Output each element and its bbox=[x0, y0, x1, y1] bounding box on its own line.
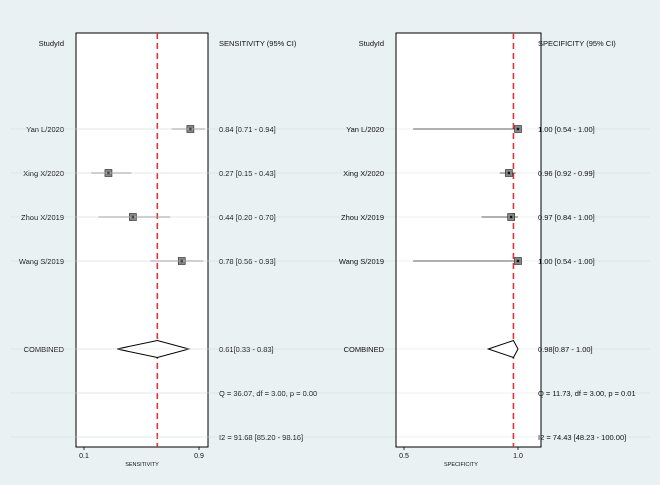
x-axis-tick-label: 0.9 bbox=[194, 453, 204, 460]
study-label: Wang S/2019 bbox=[339, 257, 384, 266]
point-estimate-center bbox=[516, 259, 520, 263]
plot-area-border bbox=[75, 32, 209, 448]
plot-area bbox=[75, 32, 209, 448]
combined-ci-text: 0.61[0.33 - 0.83] bbox=[219, 345, 274, 354]
x-axis-title: SENSITIVITY bbox=[125, 462, 159, 468]
plot-area bbox=[395, 32, 542, 448]
study-ci-text: 0.44 [0.20 - 0.70] bbox=[219, 213, 276, 222]
study-label: Xing X/2020 bbox=[23, 169, 64, 178]
heterogeneity-q-stat: Q = 36.07, df = 3.00, p = 0.00 bbox=[219, 389, 317, 398]
combined-label: COMBINED bbox=[24, 345, 65, 354]
study-label: Wang S/2019 bbox=[19, 257, 64, 266]
x-axis-tick-label: 1.0 bbox=[513, 453, 523, 460]
point-estimate-center bbox=[507, 171, 511, 175]
x-axis-tick-label: 0.5 bbox=[399, 453, 409, 460]
heterogeneity-q-stat: Q = 11.73, df = 3.00, p = 0.01 bbox=[538, 389, 636, 398]
x-axis-title: SPECIFICITY bbox=[444, 462, 478, 468]
column-header-ci: SPECIFICITY (95% CI) bbox=[538, 39, 616, 48]
heterogeneity-i2-stat: I2 = 74.43 [48.23 - 100.00] bbox=[538, 433, 626, 442]
column-header-ci: SENSITIVITY (95% CI) bbox=[219, 39, 297, 48]
combined-ci-text: 0.98[0.87 - 1.00] bbox=[538, 345, 593, 354]
point-estimate-center bbox=[509, 215, 513, 219]
study-ci-text: 0.96 [0.92 - 0.99] bbox=[538, 169, 595, 178]
combined-label: COMBINED bbox=[344, 345, 385, 354]
column-header-study: StudyId bbox=[39, 39, 64, 48]
combined-estimate-diamond bbox=[486, 339, 519, 359]
study-ci-text: 0.84 [0.71 - 0.94] bbox=[219, 125, 276, 134]
study-label: Xing X/2020 bbox=[343, 169, 384, 178]
x-axis-tick-label: 0.1 bbox=[79, 453, 89, 460]
study-label: Yan L/2020 bbox=[26, 125, 64, 134]
point-estimate-center bbox=[516, 127, 520, 131]
study-label: Zhou X/2019 bbox=[21, 213, 64, 222]
study-ci-text: 0.97 [0.84 - 1.00] bbox=[538, 213, 595, 222]
study-ci-text: 0.78 [0.56 - 0.93] bbox=[219, 257, 276, 266]
heterogeneity-i2-stat: I2 = 91.68 [85.20 - 98.16] bbox=[219, 433, 303, 442]
study-ci-text: 1.00 [0.54 - 1.00] bbox=[538, 125, 595, 134]
plot-area-border bbox=[395, 32, 542, 448]
study-ci-text: 1.00 [0.54 - 1.00] bbox=[538, 257, 595, 266]
study-ci-text: 0.27 [0.15 - 0.43] bbox=[219, 169, 276, 178]
study-label: Zhou X/2019 bbox=[341, 213, 384, 222]
study-label: Yan L/2020 bbox=[346, 125, 384, 134]
column-header-study: StudyId bbox=[359, 39, 384, 48]
